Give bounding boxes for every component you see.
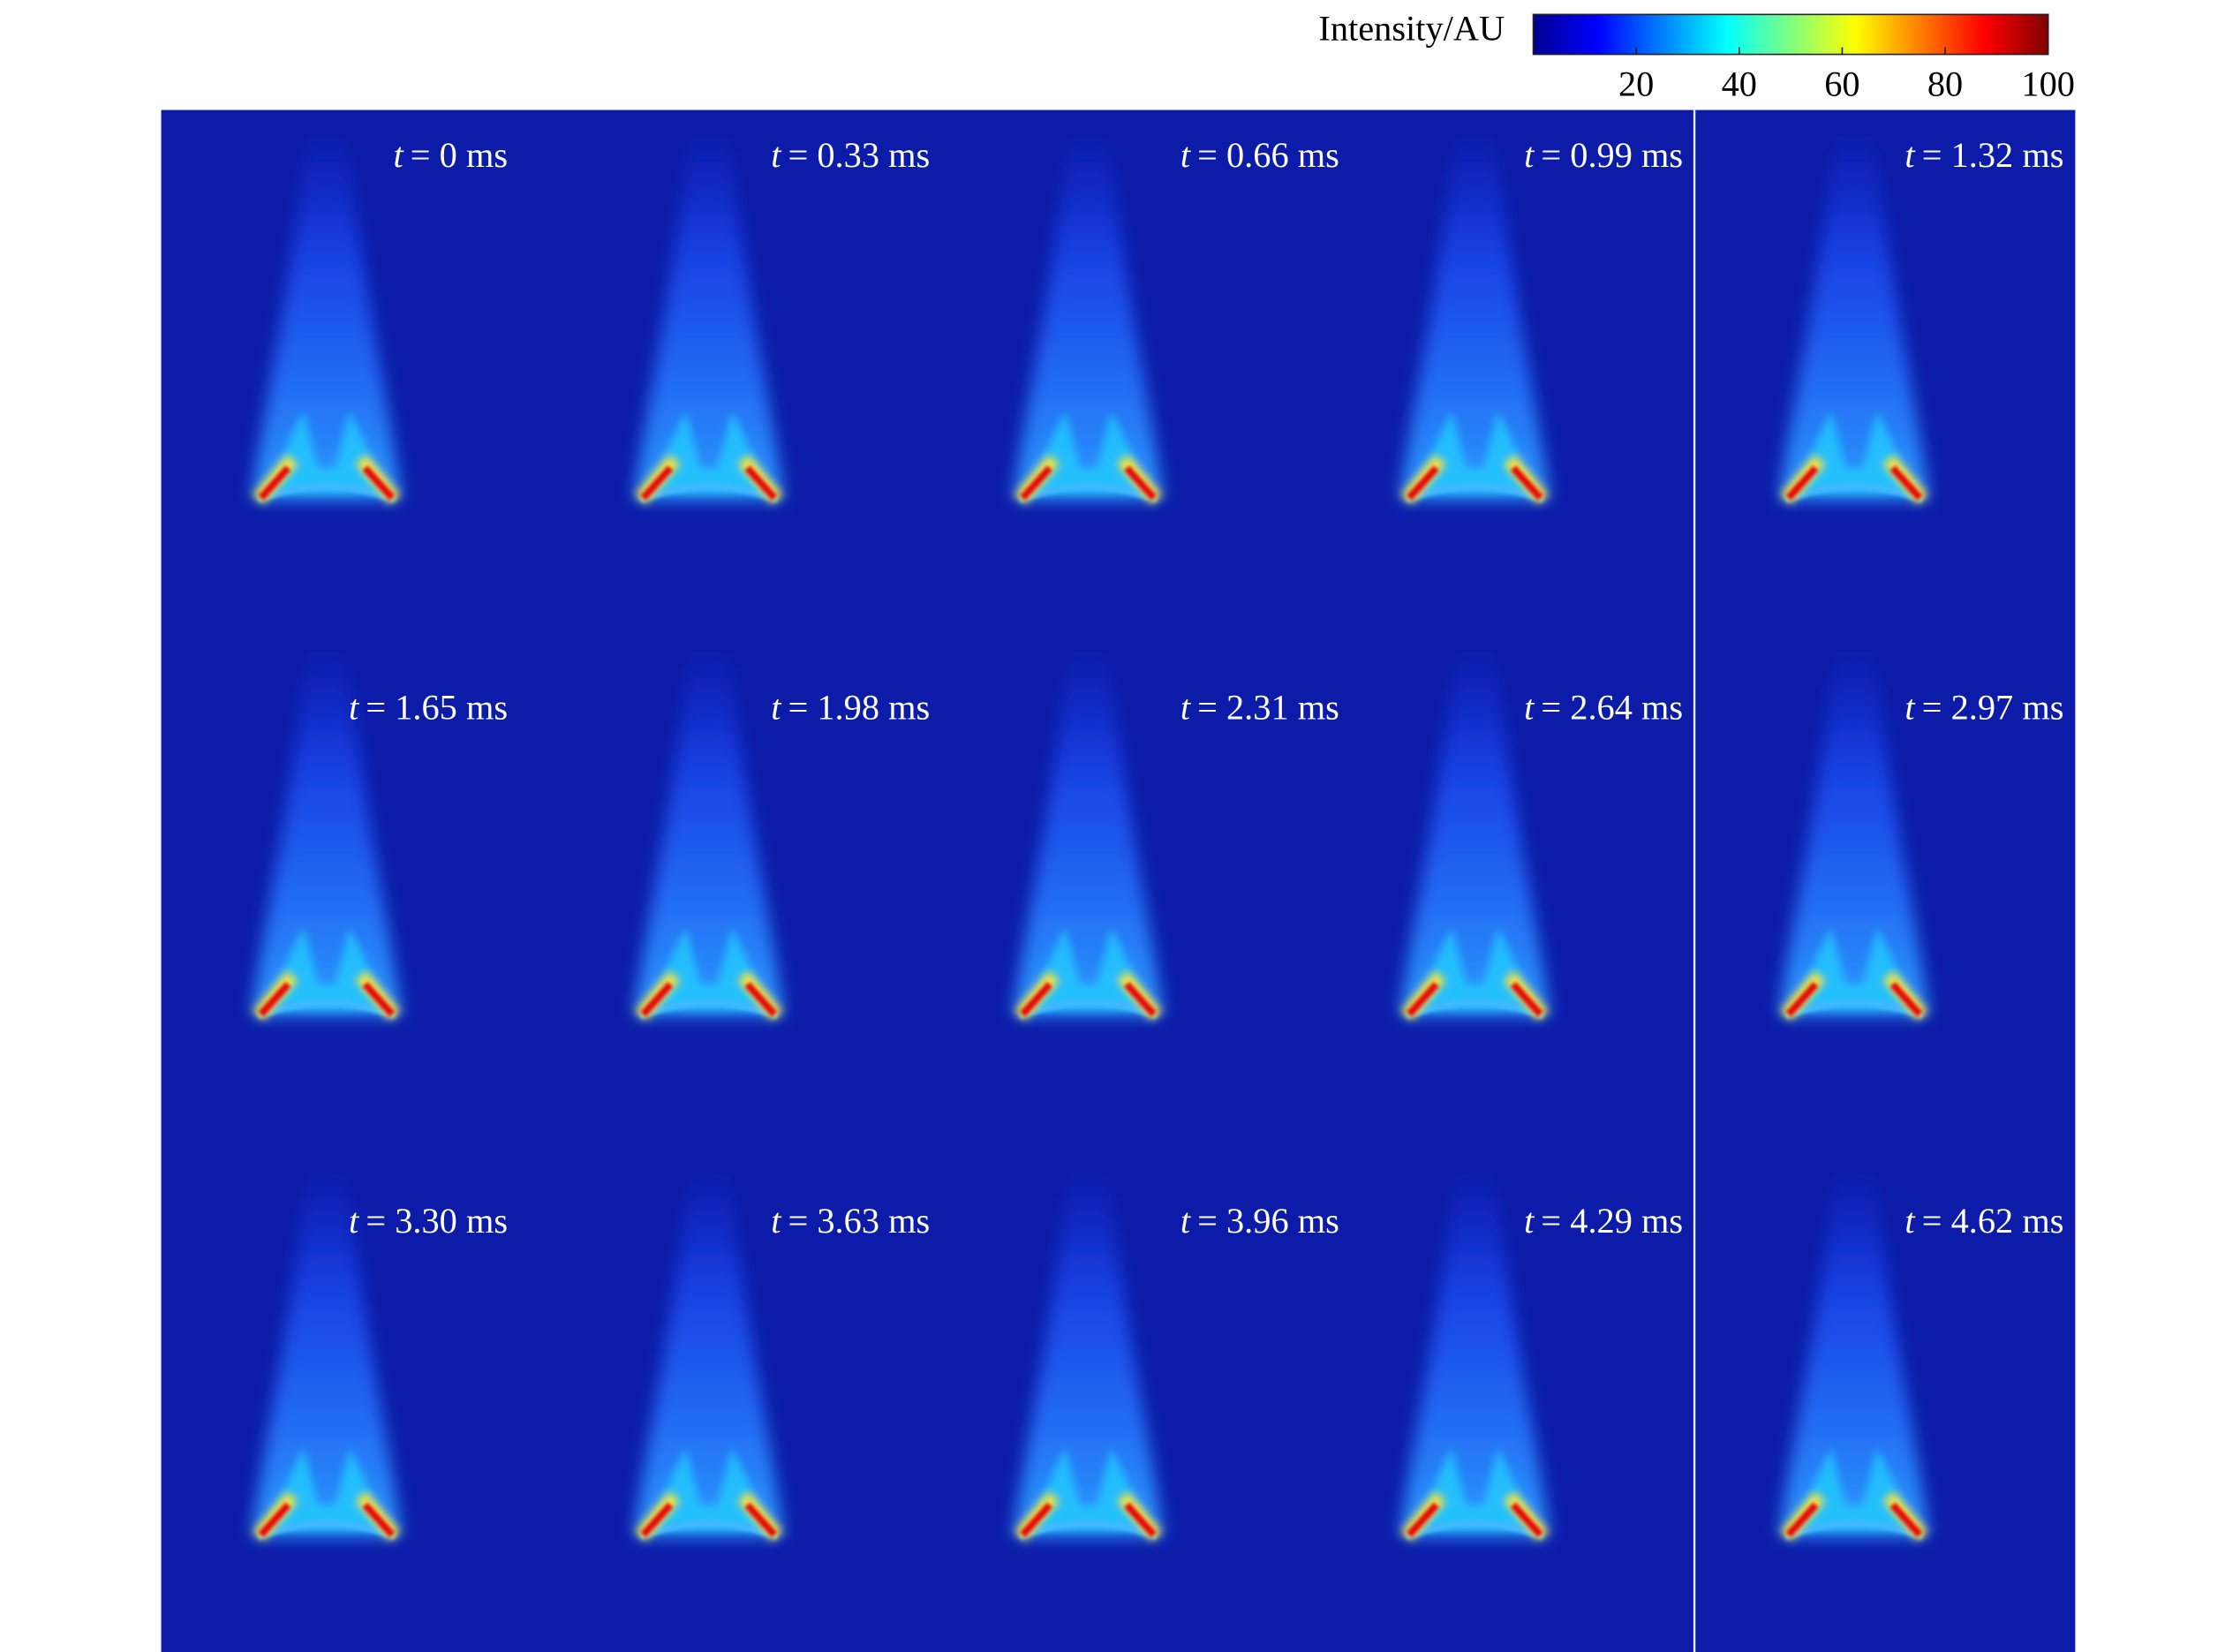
- time-variable: t: [1180, 135, 1192, 175]
- colorbar-tick-label: 100: [2021, 64, 2075, 103]
- time-variable: t: [771, 135, 782, 175]
- time-variable: t: [394, 135, 405, 175]
- colorbar-tick-label: 60: [1824, 64, 1859, 103]
- time-value: = 1.32 ms: [1922, 135, 2064, 175]
- time-value: = 1.65 ms: [366, 687, 508, 727]
- time-variable: t: [349, 1201, 360, 1241]
- time-value: = 3.63 ms: [788, 1201, 930, 1241]
- time-label: t = 2.64 ms: [1524, 687, 1683, 727]
- time-label: t = 3.30 ms: [349, 1201, 508, 1241]
- time-value: = 3.96 ms: [1197, 1201, 1339, 1241]
- time-value: = 2.64 ms: [1541, 687, 1683, 727]
- colorbar-tick-label: 20: [1618, 64, 1654, 103]
- time-value: = 0.33 ms: [788, 135, 930, 175]
- time-variable: t: [349, 687, 360, 727]
- colorbar: [1532, 13, 2049, 56]
- time-label: t = 0 ms: [394, 135, 509, 175]
- time-label: t = 4.29 ms: [1524, 1201, 1683, 1241]
- time-variable: t: [1904, 687, 1916, 727]
- time-label: t = 0.66 ms: [1180, 135, 1339, 175]
- time-variable: t: [1180, 687, 1192, 727]
- time-variable: t: [1524, 687, 1535, 727]
- time-label: t = 0.99 ms: [1524, 135, 1683, 175]
- time-variable: t: [771, 1201, 782, 1241]
- time-value: = 4.62 ms: [1922, 1201, 2064, 1241]
- time-label: t = 2.97 ms: [1904, 687, 2063, 727]
- time-value: = 2.31 ms: [1197, 687, 1339, 727]
- time-value: = 3.30 ms: [366, 1201, 508, 1241]
- time-variable: t: [771, 687, 782, 727]
- colorbar-tick-label: 80: [1927, 64, 1963, 103]
- time-label: t = 3.96 ms: [1180, 1201, 1339, 1241]
- time-variable: t: [1180, 1201, 1192, 1241]
- time-label: t = 1.32 ms: [1904, 135, 2063, 175]
- time-value: = 0.99 ms: [1541, 135, 1683, 175]
- time-value: = 1.98 ms: [788, 687, 930, 727]
- time-label: t = 4.62 ms: [1904, 1201, 2063, 1241]
- time-variable: t: [1904, 135, 1916, 175]
- time-label: t = 0.33 ms: [771, 135, 930, 175]
- colorbar-tick-label: 40: [1722, 64, 1757, 103]
- time-label: t = 1.65 ms: [349, 687, 508, 727]
- colorbar-label: Intensity/AU: [1318, 8, 1505, 48]
- time-variable: t: [1524, 135, 1535, 175]
- time-value: = 2.97 ms: [1922, 687, 2064, 727]
- time-label: t = 3.63 ms: [771, 1201, 930, 1241]
- time-variable: t: [1904, 1201, 1916, 1241]
- time-value: = 0.66 ms: [1197, 135, 1339, 175]
- time-value: = 4.29 ms: [1541, 1201, 1683, 1241]
- time-variable: t: [1524, 1201, 1535, 1241]
- time-label: t = 2.31 ms: [1180, 687, 1339, 727]
- time-value: = 0 ms: [411, 135, 508, 175]
- time-label: t = 1.98 ms: [771, 687, 930, 727]
